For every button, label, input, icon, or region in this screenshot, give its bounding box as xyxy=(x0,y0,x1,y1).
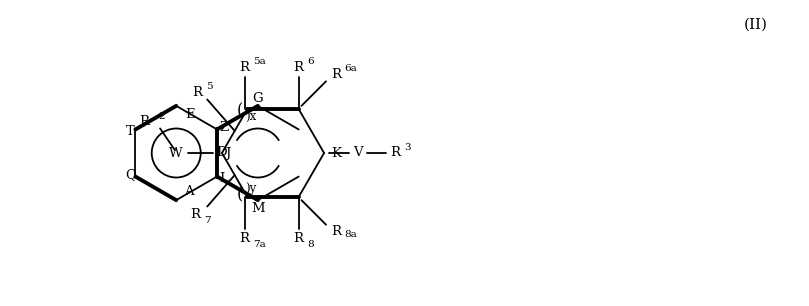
Text: 8a: 8a xyxy=(345,230,358,239)
Text: A: A xyxy=(184,185,193,198)
Text: R: R xyxy=(190,208,201,221)
Text: T: T xyxy=(126,125,135,138)
Text: Q: Q xyxy=(125,168,136,181)
Text: J: J xyxy=(225,147,231,160)
Text: 7: 7 xyxy=(204,216,211,225)
Text: )x: )x xyxy=(245,111,256,124)
Text: (II): (II) xyxy=(743,17,768,32)
Text: R: R xyxy=(331,68,341,81)
Text: R: R xyxy=(331,225,341,238)
Text: R: R xyxy=(239,61,249,74)
Text: 2: 2 xyxy=(158,112,165,121)
Text: R: R xyxy=(139,115,150,128)
Text: V: V xyxy=(354,147,363,159)
Text: (: ( xyxy=(236,102,243,119)
Text: W: W xyxy=(169,147,183,160)
Text: 6: 6 xyxy=(307,57,314,66)
Text: )y: )y xyxy=(245,182,256,195)
Text: 7a: 7a xyxy=(253,240,266,249)
Text: K: K xyxy=(331,147,341,160)
Text: 8: 8 xyxy=(307,240,314,249)
Text: D: D xyxy=(217,147,227,159)
Text: 5: 5 xyxy=(206,82,213,91)
Text: R: R xyxy=(391,147,400,159)
Text: R: R xyxy=(294,61,303,74)
Text: R: R xyxy=(294,232,303,245)
Text: G: G xyxy=(252,91,263,105)
Text: E: E xyxy=(185,108,195,121)
Text: 3: 3 xyxy=(404,143,411,151)
Text: R: R xyxy=(193,86,202,99)
Text: R: R xyxy=(239,232,249,245)
Text: Z: Z xyxy=(219,121,228,134)
Text: L: L xyxy=(219,172,228,185)
Text: 5a: 5a xyxy=(253,57,266,66)
Text: 6a: 6a xyxy=(345,64,358,73)
Text: (: ( xyxy=(236,187,243,204)
Text: M: M xyxy=(251,203,265,215)
